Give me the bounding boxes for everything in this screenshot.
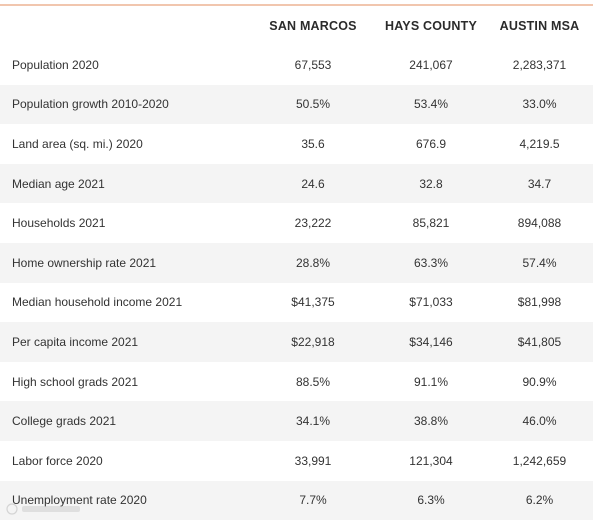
cell-san-marcos: 34.1% bbox=[250, 401, 376, 441]
header-san-marcos: SAN MARCOS bbox=[269, 18, 357, 33]
cell-san-marcos: 24.6 bbox=[250, 163, 376, 204]
cell-hays-county: 38.8% bbox=[376, 401, 486, 441]
cell-san-marcos: 7.7% bbox=[250, 480, 376, 520]
cell-san-marcos: 67,553 bbox=[250, 45, 376, 85]
row-label: Population 2020 bbox=[0, 45, 250, 85]
cell-austin-msa: 46.0% bbox=[486, 401, 593, 441]
cell-hays-county: 121,304 bbox=[376, 440, 486, 481]
header-austin-msa: AUSTIN MSA bbox=[499, 18, 580, 33]
cell-austin-msa: $41,805 bbox=[486, 322, 593, 362]
cell-hays-county: 63.3% bbox=[376, 242, 486, 283]
table-row: Home ownership rate 2021 28.8% 63.3% 57.… bbox=[0, 242, 593, 283]
demographics-table: SAN MARCOS HAYS COUNTY AUSTIN MSA Popula… bbox=[0, 6, 593, 520]
cell-san-marcos: 28.8% bbox=[250, 242, 376, 283]
cell-san-marcos: 35.6 bbox=[250, 124, 376, 164]
row-label: Home ownership rate 2021 bbox=[0, 242, 250, 283]
cell-hays-county: 85,821 bbox=[376, 203, 486, 243]
table-header-row: SAN MARCOS HAYS COUNTY AUSTIN MSA bbox=[0, 6, 593, 45]
cell-san-marcos: 88.5% bbox=[250, 361, 376, 402]
cell-austin-msa: 90.9% bbox=[486, 361, 593, 402]
cell-hays-county: $34,146 bbox=[376, 322, 486, 362]
table-row: Median age 2021 24.6 32.8 34.7 bbox=[0, 163, 593, 204]
cell-austin-msa: 894,088 bbox=[486, 203, 593, 243]
row-label: Population growth 2010-2020 bbox=[0, 84, 250, 125]
row-label: Unemployment rate 2020 bbox=[0, 480, 250, 520]
row-label: Median age 2021 bbox=[0, 163, 250, 204]
cell-hays-county: 32.8 bbox=[376, 163, 486, 204]
watermark-mark bbox=[6, 503, 80, 515]
table-row: Labor force 2020 33,991 121,304 1,242,65… bbox=[0, 440, 593, 481]
cell-san-marcos: $41,375 bbox=[250, 282, 376, 323]
cell-hays-county: 53.4% bbox=[376, 84, 486, 125]
table-row: High school grads 2021 88.5% 91.1% 90.9% bbox=[0, 361, 593, 402]
cell-austin-msa: 1,242,659 bbox=[486, 440, 593, 481]
cell-austin-msa: 34.7 bbox=[486, 163, 593, 204]
cell-hays-county: 676.9 bbox=[376, 124, 486, 164]
table-row: College grads 2021 34.1% 38.8% 46.0% bbox=[0, 401, 593, 441]
row-label: High school grads 2021 bbox=[0, 361, 250, 402]
table-row: Land area (sq. mi.) 2020 35.6 676.9 4,21… bbox=[0, 124, 593, 164]
cell-austin-msa: 2,283,371 bbox=[486, 45, 593, 85]
row-label: Per capita income 2021 bbox=[0, 322, 250, 362]
row-label: College grads 2021 bbox=[0, 401, 250, 441]
header-label-column bbox=[0, 6, 250, 45]
cell-hays-county: 241,067 bbox=[376, 45, 486, 85]
table-row: Median household income 2021 $41,375 $71… bbox=[0, 282, 593, 323]
cell-san-marcos: $22,918 bbox=[250, 322, 376, 362]
header-hays-county: HAYS COUNTY bbox=[384, 18, 478, 33]
cell-hays-county: 6.3% bbox=[376, 480, 486, 520]
row-label: Median household income 2021 bbox=[0, 282, 250, 323]
top-accent-rule bbox=[0, 4, 593, 6]
cell-austin-msa: 4,219.5 bbox=[486, 124, 593, 164]
row-label: Labor force 2020 bbox=[0, 440, 250, 481]
table-row: Unemployment rate 2020 7.7% 6.3% 6.2% bbox=[0, 480, 593, 520]
cell-austin-msa: 57.4% bbox=[486, 242, 593, 283]
cell-san-marcos: 23,222 bbox=[250, 203, 376, 243]
cell-san-marcos: 33,991 bbox=[250, 440, 376, 481]
table-row: Households 2021 23,222 85,821 894,088 bbox=[0, 203, 593, 243]
table-row: Per capita income 2021 $22,918 $34,146 $… bbox=[0, 322, 593, 362]
cell-austin-msa: $81,998 bbox=[486, 282, 593, 323]
cell-san-marcos: 50.5% bbox=[250, 84, 376, 125]
row-label: Land area (sq. mi.) 2020 bbox=[0, 124, 250, 164]
table-row: Population 2020 67,553 241,067 2,283,371 bbox=[0, 45, 593, 85]
cell-hays-county: 91.1% bbox=[376, 361, 486, 402]
row-label: Households 2021 bbox=[0, 203, 250, 243]
table-row: Population growth 2010-2020 50.5% 53.4% … bbox=[0, 84, 593, 125]
cell-hays-county: $71,033 bbox=[376, 282, 486, 323]
cell-austin-msa: 6.2% bbox=[486, 480, 593, 520]
cell-austin-msa: 33.0% bbox=[486, 84, 593, 125]
